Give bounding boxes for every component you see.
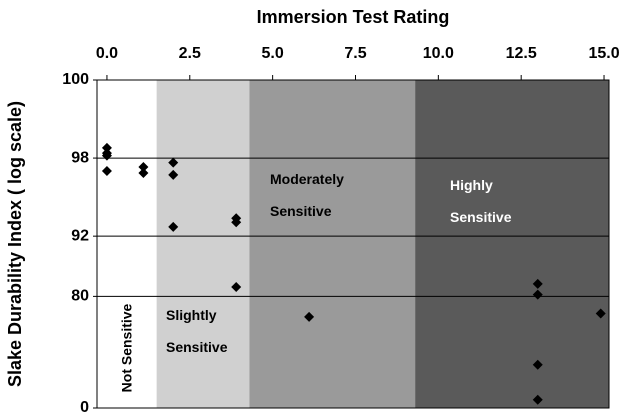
y-tick-label: 100 — [62, 71, 89, 88]
data-point — [304, 311, 315, 322]
y-tick-label: 0 — [80, 399, 89, 416]
x-tick-label: 7.5 — [344, 45, 366, 62]
x-tick-label: 12.5 — [506, 45, 537, 62]
x-tick-label: 0.0 — [96, 45, 118, 62]
region-label-line: Sensitive — [450, 209, 512, 225]
data-point — [231, 217, 242, 228]
region-label: Slightly Sensitive — [166, 307, 228, 355]
data-point — [595, 308, 606, 319]
region-band — [249, 80, 416, 408]
data-point — [532, 359, 543, 370]
data-point — [231, 281, 242, 292]
region-label: Not Sensitive — [119, 303, 135, 392]
x-tick-label: 15.0 — [588, 45, 619, 62]
region-label-line: Slightly — [166, 307, 217, 323]
region-label-line: Moderately — [270, 171, 344, 187]
x-tick-label: 2.5 — [179, 45, 201, 62]
data-point — [101, 150, 112, 161]
region-band — [156, 80, 250, 408]
region-label-line: Sensitive — [166, 339, 228, 355]
data-point — [532, 394, 543, 405]
y-tick-label: 98 — [71, 149, 89, 166]
chart-title: Immersion Test Rating — [257, 7, 450, 27]
data-point — [101, 166, 112, 177]
y-tick-label: 92 — [71, 227, 89, 244]
region-band — [97, 80, 157, 408]
region-band — [415, 80, 609, 408]
data-point — [168, 221, 179, 232]
data-point — [138, 167, 149, 178]
y-tick-label: 80 — [71, 288, 89, 305]
x-tick-label: 10.0 — [423, 45, 454, 62]
data-point — [532, 278, 543, 289]
region-label-line: Sensitive — [270, 203, 332, 219]
data-point — [168, 157, 179, 168]
data-point — [101, 142, 112, 153]
data-point — [138, 161, 149, 172]
data-point — [532, 289, 543, 300]
region-label: Moderately Sensitive — [270, 171, 344, 219]
region-label: Highly Sensitive — [450, 177, 512, 225]
x-tick-label: 5.0 — [262, 45, 284, 62]
region-label-line: Highly — [450, 177, 493, 193]
data-point — [168, 169, 179, 180]
y-axis-label: Slake Durability Index ( log scale) — [5, 101, 25, 387]
plot-frame — [96, 79, 610, 409]
